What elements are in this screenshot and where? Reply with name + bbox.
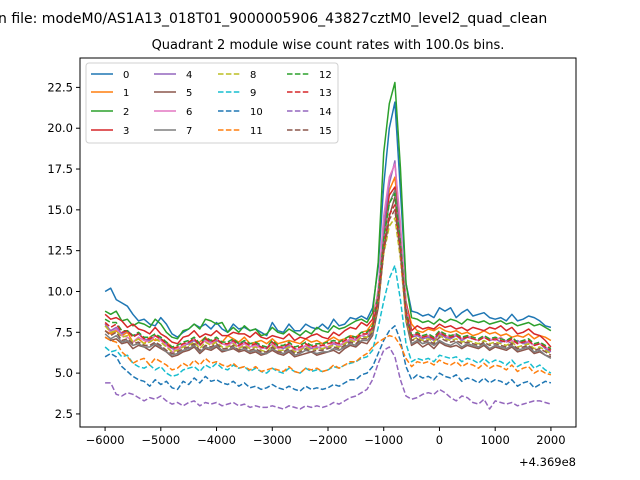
- x-tick-label: −1000: [364, 433, 403, 447]
- y-tick-label: 2.5: [55, 407, 73, 421]
- legend-label-8: 8: [250, 70, 256, 81]
- legend-label-4: 4: [186, 70, 192, 81]
- y-axis: 2.5 5.0 7.5 10.0 12.5 15.0 17.5 20.0 22.5: [47, 80, 80, 421]
- y-tick-label: 17.5: [47, 162, 73, 176]
- y-tick-label: 12.5: [47, 244, 73, 258]
- y-tick-label: 10.0: [47, 284, 73, 298]
- series-line-14: [105, 346, 552, 410]
- x-tick-label: −3000: [253, 433, 292, 447]
- figure-suptitle: n file: modeM0/AS1A13_018T01_9000005906_…: [0, 11, 547, 27]
- x-offset-label: +4.369e8: [519, 455, 576, 469]
- x-tick-label: −6000: [86, 433, 125, 447]
- y-tick-label: 20.0: [47, 121, 73, 135]
- legend-label-13: 13: [319, 88, 332, 99]
- series-line-2: [104, 81, 552, 340]
- legend-label-10: 10: [250, 107, 263, 118]
- y-tick-label: 15.0: [47, 203, 73, 217]
- series-line-15: [104, 209, 552, 356]
- series-line-10: [104, 325, 552, 392]
- legend-frame: [85, 62, 339, 144]
- series-line-12: [104, 192, 552, 350]
- x-tick-label: −5000: [141, 433, 180, 447]
- legend-label-11: 11: [250, 126, 263, 137]
- plot-area: [104, 81, 552, 410]
- y-tick-label: 7.5: [55, 325, 73, 339]
- x-tick-label: −4000: [197, 433, 236, 447]
- series-line-11: [104, 334, 552, 376]
- series-line-4: [104, 160, 552, 353]
- series-line-7: [104, 189, 552, 360]
- series-line-9: [104, 264, 552, 378]
- legend-label-14: 14: [319, 107, 332, 118]
- legend-label-2: 2: [123, 107, 129, 118]
- chart-title: Quadrant 2 module wise count rates with …: [152, 38, 505, 53]
- y-tick-label: 22.5: [47, 80, 73, 94]
- series-line-13: [104, 204, 552, 351]
- series-line-3: [104, 186, 552, 348]
- legend-label-3: 3: [123, 126, 129, 137]
- legend-label-5: 5: [186, 88, 192, 99]
- y-tick-label: 5.0: [55, 366, 73, 380]
- x-tick-label: 0: [436, 433, 443, 447]
- x-tick-label: 2000: [536, 433, 565, 447]
- series-line-8: [104, 217, 552, 355]
- legend-label-6: 6: [186, 107, 192, 118]
- series-line-1: [104, 176, 552, 350]
- legend-label-1: 1: [123, 88, 129, 99]
- legend-label-15: 15: [319, 126, 332, 137]
- x-axis: −6000 −5000 −4000 −3000 −2000 −1000 0 1000 2000: [86, 427, 566, 447]
- x-tick-label: −2000: [309, 433, 348, 447]
- x-tick-label: 1000: [481, 433, 510, 447]
- legend-label-7: 7: [186, 126, 192, 137]
- series-line-6: [104, 163, 552, 353]
- legend-label-12: 12: [319, 70, 332, 81]
- legend-label-9: 9: [250, 88, 256, 99]
- legend-label-0: 0: [123, 70, 129, 81]
